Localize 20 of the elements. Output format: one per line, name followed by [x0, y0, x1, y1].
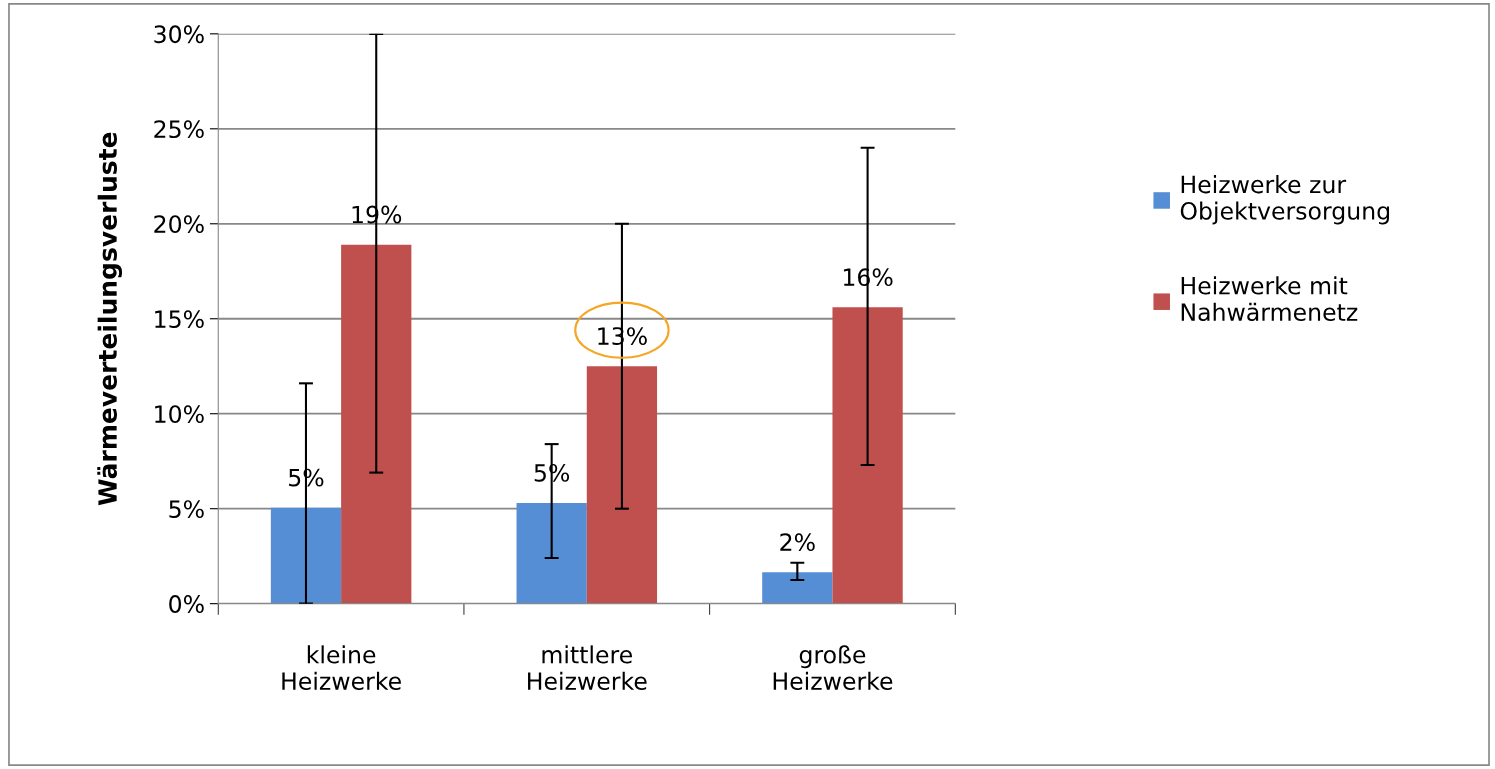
legend-label: Heizwerke mit Nahwärmenetz — [1181, 276, 1358, 322]
y-tick-label: 30% — [154, 25, 204, 44]
y-tick-label: 20% — [154, 215, 204, 234]
data-label: 2% — [780, 533, 815, 552]
y-tick-label: 15% — [155, 310, 204, 329]
y-tick-label: 25% — [154, 120, 204, 139]
x-tick-label: kleine Heizwerke — [282, 645, 401, 691]
bar — [341, 244, 412, 604]
x-tick-label: mittlere Heizwerke — [528, 645, 647, 691]
y-tick-label: 10% — [155, 405, 204, 424]
bar — [586, 366, 658, 604]
bar — [832, 307, 903, 604]
bar — [270, 507, 342, 604]
y-tick-label: 5% — [169, 500, 204, 518]
y-tick-label: 0% — [169, 595, 204, 613]
y-axis-title: Wärmeverteilungsverluste — [97, 132, 123, 506]
legend-label: Heizwerke zur Objektversorgung — [1180, 175, 1390, 225]
x-tick-label: große Heizwerke — [773, 645, 893, 691]
bar — [762, 572, 833, 604]
bar — [516, 503, 587, 604]
